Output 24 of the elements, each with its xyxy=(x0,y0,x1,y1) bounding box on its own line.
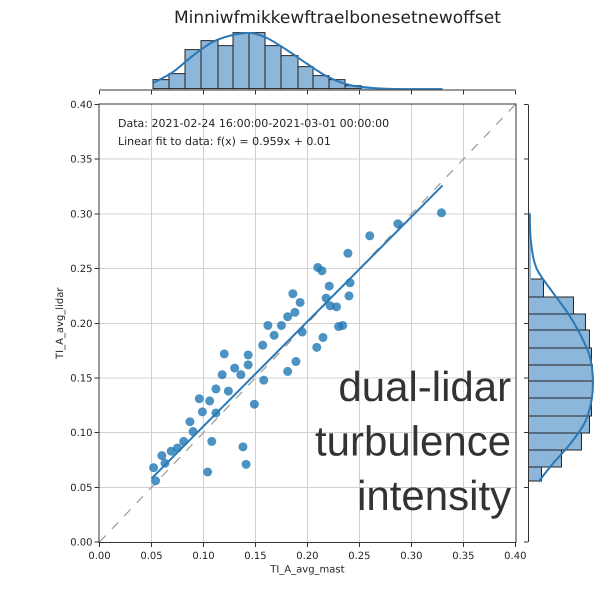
y-axis-title: TI_A_avg_lidar xyxy=(55,286,66,360)
x-tick-label: 0.25 xyxy=(348,551,371,562)
annotation: Linear fit to data: f(x) = 0.959x + 0.01 xyxy=(118,135,331,148)
x-tick-label: 0.05 xyxy=(140,551,163,562)
x-tick-label: 0.10 xyxy=(192,551,215,562)
x-tick-label: 0.40 xyxy=(504,551,526,562)
y-tick-label: 0.15 xyxy=(70,373,93,384)
y-tick-label: 0.25 xyxy=(70,264,93,276)
y-tick-label: 0.10 xyxy=(70,428,93,440)
y-tick-label: 0.20 xyxy=(70,318,93,330)
x-tick-label: 0.00 xyxy=(88,551,111,562)
y-tick-label: 0.40 xyxy=(70,100,93,112)
chart-title: Minniwfmikkewftraelbonesetnewoffset xyxy=(174,8,502,28)
annotation: dual-lidar turbulence intensity xyxy=(315,363,512,520)
y-tick-label: 0.30 xyxy=(70,209,93,220)
y-tick-label: 0.35 xyxy=(70,154,93,166)
x-tick-label: 0.30 xyxy=(400,551,422,562)
x-tick-label: 0.35 xyxy=(452,551,474,562)
y-tick-label: 0.05 xyxy=(70,482,93,494)
x-tick-label: 0.20 xyxy=(296,551,319,562)
annotation: Data: 2021-02-24 16:00:00-2021-03-01 00:00:00 xyxy=(118,117,390,130)
x-axis-title: TI_A_avg_mast xyxy=(269,564,345,576)
y-tick-label: 0.00 xyxy=(70,538,93,549)
x-tick-label: 0.15 xyxy=(244,551,267,562)
